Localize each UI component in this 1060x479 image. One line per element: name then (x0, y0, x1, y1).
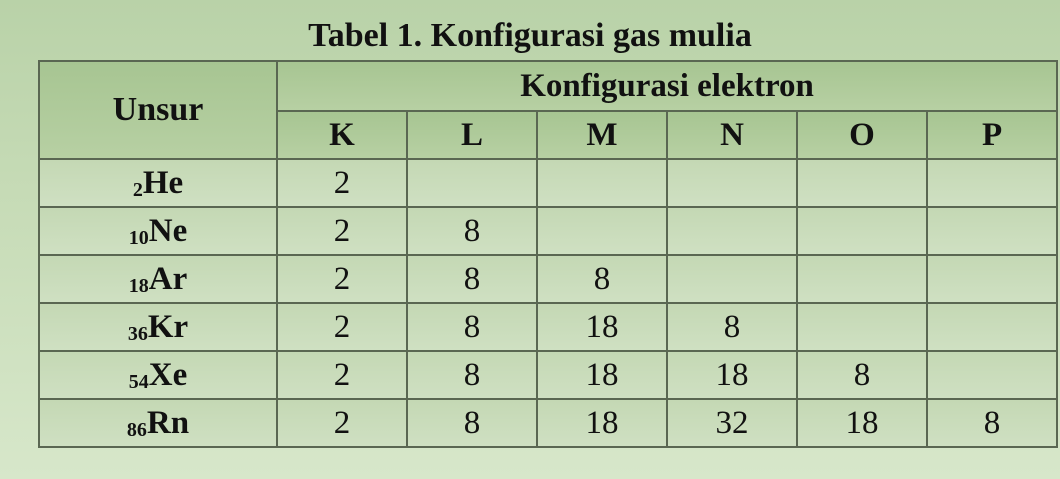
element-cell: 86Rn (38, 398, 278, 448)
configuration-group-header: Konfigurasi elektron (275, 60, 1059, 112)
shell-m-value (536, 158, 668, 208)
shell-m-value: 18 (536, 350, 668, 400)
shell-k-value: 2 (276, 254, 408, 304)
shell-o-value (796, 302, 928, 352)
element-symbol: Kr (147, 309, 189, 345)
shell-p-value (925, 302, 1059, 352)
shell-l-value: 8 (406, 206, 538, 256)
shell-l-value (406, 158, 538, 208)
table-row: 10Ne 2 8 (38, 206, 1059, 256)
shell-n-value (666, 254, 798, 304)
shell-header-o: O (796, 110, 928, 160)
shell-n-value: 32 (666, 398, 798, 448)
table-body: 2He 2 10Ne 2 8 18Ar 2 8 8 36Kr 2 8 18 8 54Xe 2 8 18 18 8 86R… (38, 158, 1059, 448)
element-column-header: Unsur (38, 60, 278, 160)
table-row: 54Xe 2 8 18 18 8 (38, 350, 1059, 400)
shell-n-value: 8 (666, 302, 798, 352)
shell-m-value: 18 (536, 398, 668, 448)
element-cell: 18Ar (38, 254, 278, 304)
table-row: 18Ar 2 8 8 (38, 254, 1059, 304)
header-row-group: Unsur Konfigurasi elektron (38, 60, 1059, 160)
shell-k-value: 2 (276, 350, 408, 400)
element-cell: 10Ne (38, 206, 278, 256)
atomic-number: 86 (126, 419, 147, 441)
element-symbol: He (142, 165, 184, 201)
shell-p-value (925, 254, 1059, 304)
shell-m-value: 8 (536, 254, 668, 304)
atomic-number: 2 (132, 179, 143, 201)
shell-p-value: 8 (925, 398, 1059, 448)
shell-m-value: 18 (536, 302, 668, 352)
shell-header-k: K (276, 110, 408, 160)
shell-p-value (925, 206, 1059, 256)
shell-l-value: 8 (406, 302, 538, 352)
atomic-number: 18 (128, 275, 149, 297)
atomic-number: 36 (127, 323, 148, 345)
shell-header-p: P (925, 110, 1059, 160)
atomic-number: 10 (128, 227, 149, 249)
shell-o-value: 8 (796, 350, 928, 400)
shell-k-value: 2 (276, 398, 408, 448)
element-cell: 54Xe (38, 350, 278, 400)
noble-gas-configuration-table: Unsur Konfigurasi elektron K L M N O P 2… (38, 60, 1059, 448)
table-row: 2He 2 (38, 158, 1059, 208)
shell-k-value: 2 (276, 206, 408, 256)
element-cell: 2He (38, 158, 278, 208)
table-title: Tabel 1. Konfigurasi gas mulia (308, 17, 752, 54)
shell-o-value (796, 254, 928, 304)
shell-l-value: 8 (406, 254, 538, 304)
shell-k-value: 2 (276, 302, 408, 352)
shell-m-value (536, 206, 668, 256)
shell-n-value: 18 (666, 350, 798, 400)
element-symbol: Xe (148, 357, 188, 393)
shell-header-l: L (406, 110, 538, 160)
shell-header-n: N (666, 110, 798, 160)
shell-p-value (925, 350, 1059, 400)
atomic-number: 54 (128, 371, 149, 393)
shell-l-value: 8 (406, 350, 538, 400)
shell-o-value (796, 158, 928, 208)
shell-n-value (666, 206, 798, 256)
element-cell: 36Kr (38, 302, 278, 352)
element-symbol: Rn (146, 405, 190, 441)
shell-k-value: 2 (276, 158, 408, 208)
table-row: 36Kr 2 8 18 8 (38, 302, 1059, 352)
shell-o-value (796, 206, 928, 256)
shell-header-m: M (536, 110, 668, 160)
shell-n-value (666, 158, 798, 208)
shell-p-value (925, 158, 1059, 208)
header-row-shells: K L M N O P (39, 110, 1059, 160)
table-row: 86Rn 2 8 18 32 18 8 (38, 398, 1059, 448)
shell-l-value: 8 (406, 398, 538, 448)
element-symbol: Ar (148, 261, 188, 297)
element-symbol: Ne (148, 213, 188, 249)
shell-o-value: 18 (796, 398, 928, 448)
